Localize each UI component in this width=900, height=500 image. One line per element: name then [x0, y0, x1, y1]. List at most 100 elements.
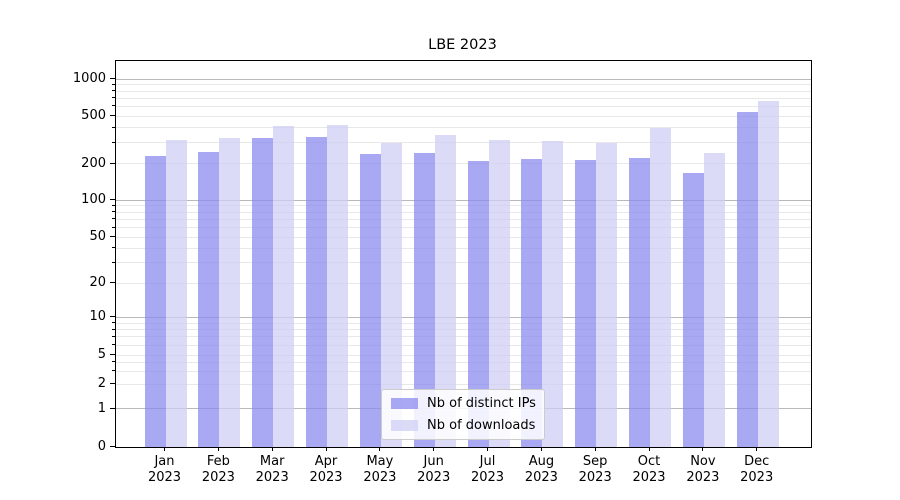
- minor-gridline: [116, 322, 811, 324]
- bar-nb-of-downloads-oct-2023: [650, 127, 671, 447]
- x-tick-label: Feb 2023: [201, 454, 235, 485]
- y-minor-tick-mark: [112, 115, 115, 117]
- bar-nb-of-distinct-ips-feb-2023: [198, 151, 220, 447]
- x-tick-label: Mar 2023: [255, 454, 289, 485]
- minor-gridline: [116, 336, 811, 338]
- x-tick-mark: [217, 447, 219, 451]
- minor-gridline: [116, 262, 811, 264]
- y-minor-tick-mark: [112, 97, 115, 99]
- legend-label-downloads: Nb of downloads: [427, 418, 536, 433]
- x-tick-label: Jan 2023: [147, 454, 182, 485]
- minor-gridline: [116, 211, 811, 213]
- y-minor-tick-mark: [112, 126, 115, 128]
- bar-nb-of-downloads-sep-2023: [596, 143, 618, 447]
- bar-nb-of-distinct-ips-apr-2023: [306, 137, 327, 447]
- y-minor-tick-mark: [112, 211, 115, 213]
- y-tick-label: 50: [89, 229, 106, 245]
- bar-nb-of-downloads-mar-2023: [273, 125, 295, 447]
- minor-gridline: [116, 383, 811, 385]
- minor-gridline: [116, 205, 811, 207]
- x-tick-mark: [540, 447, 542, 451]
- minor-gridline: [116, 236, 811, 238]
- x-tick-mark: [379, 447, 381, 451]
- minor-gridline: [116, 218, 811, 220]
- y-minor-tick-mark: [112, 383, 115, 385]
- minor-gridline: [116, 97, 811, 99]
- x-tick-mark: [702, 447, 704, 451]
- x-tick-label: May 2023: [363, 454, 397, 485]
- bar-nb-of-downloads-aug-2023: [542, 141, 564, 447]
- bar-nb-of-distinct-ips-may-2023: [359, 153, 381, 447]
- legend-label-distinct-ips: Nb of distinct IPs: [427, 396, 536, 411]
- y-minor-tick-mark: [112, 83, 115, 85]
- y-tick-label: 200: [81, 155, 106, 171]
- y-tick-mark: [110, 78, 115, 80]
- y-minor-tick-mark: [112, 162, 115, 164]
- legend: Nb of distinct IPs Nb of downloads: [381, 389, 545, 440]
- y-minor-tick-mark: [112, 204, 115, 206]
- y-tick-mark: [110, 316, 115, 318]
- bar-nb-of-distinct-ips-oct-2023: [629, 158, 650, 447]
- bar-nb-of-distinct-ips-dec-2023: [736, 111, 758, 447]
- minor-gridline: [116, 115, 811, 117]
- chart-title: LBE 2023: [428, 37, 497, 53]
- y-minor-tick-mark: [112, 344, 115, 346]
- bar-nb-of-downloads-nov-2023: [703, 152, 725, 447]
- y-minor-tick-mark: [112, 328, 115, 330]
- y-tick-label: 10: [89, 309, 106, 325]
- x-tick-label: Oct 2023: [632, 454, 666, 485]
- legend-item-distinct-ips: Nb of distinct IPs: [391, 395, 536, 412]
- minor-gridline: [116, 361, 811, 363]
- bar-nb-of-distinct-ips-nov-2023: [682, 172, 704, 447]
- x-tick-mark: [594, 447, 596, 451]
- x-tick-mark: [487, 447, 488, 451]
- y-minor-tick-mark: [112, 218, 115, 220]
- minor-gridline: [116, 142, 811, 144]
- bar-nb-of-downloads-dec-2023: [757, 100, 779, 447]
- y-tick-label: 5: [97, 347, 106, 363]
- bar-nb-of-downloads-jan-2023: [165, 139, 187, 447]
- minor-gridline: [116, 227, 811, 228]
- major-gridline: [116, 199, 811, 201]
- x-tick-mark: [756, 447, 758, 451]
- plot-area: [115, 60, 812, 448]
- y-minor-tick-mark: [112, 354, 115, 356]
- x-tick-label: Dec 2023: [740, 454, 774, 485]
- y-minor-tick-mark: [112, 322, 115, 324]
- x-tick-label: Apr 2023: [309, 454, 343, 485]
- x-tick-label: Jun 2023: [417, 454, 451, 485]
- major-gridline: [116, 316, 811, 318]
- minor-gridline: [116, 370, 811, 372]
- bar-nb-of-distinct-ips-aug-2023: [521, 159, 543, 447]
- y-tick-mark: [110, 445, 115, 447]
- y-minor-tick-mark: [112, 282, 115, 284]
- minor-gridline: [116, 354, 811, 356]
- bar-nb-of-distinct-ips-jan-2023: [144, 155, 166, 447]
- x-tick-label: Jul 2023: [470, 454, 505, 485]
- minor-gridline: [116, 329, 811, 330]
- y-tick-mark: [110, 407, 115, 409]
- y-minor-tick-mark: [112, 247, 115, 249]
- x-tick-label: Nov 2023: [686, 454, 720, 485]
- y-minor-tick-mark: [112, 236, 115, 238]
- major-gridline: [116, 78, 811, 80]
- legend-swatch-downloads-icon: [391, 420, 418, 431]
- minor-gridline: [116, 282, 811, 284]
- x-tick-mark: [164, 447, 165, 451]
- y-tick-label: 0: [97, 438, 106, 454]
- bar-nb-of-distinct-ips-jun-2023: [413, 152, 435, 447]
- y-minor-tick-mark: [112, 335, 115, 337]
- bar-nb-of-downloads-jul-2023: [488, 139, 510, 447]
- y-tick-label: 100: [81, 192, 106, 208]
- bar-nb-of-downloads-feb-2023: [219, 138, 241, 447]
- y-tick-label: 20: [89, 275, 106, 291]
- minor-gridline: [116, 247, 811, 249]
- bar-nb-of-distinct-ips-mar-2023: [252, 138, 274, 447]
- x-tick-mark: [648, 447, 650, 451]
- y-minor-tick-mark: [112, 261, 115, 263]
- y-tick-label: 1: [97, 400, 106, 416]
- minor-gridline: [116, 344, 811, 346]
- y-minor-tick-mark: [112, 361, 115, 363]
- x-tick-mark: [325, 447, 327, 451]
